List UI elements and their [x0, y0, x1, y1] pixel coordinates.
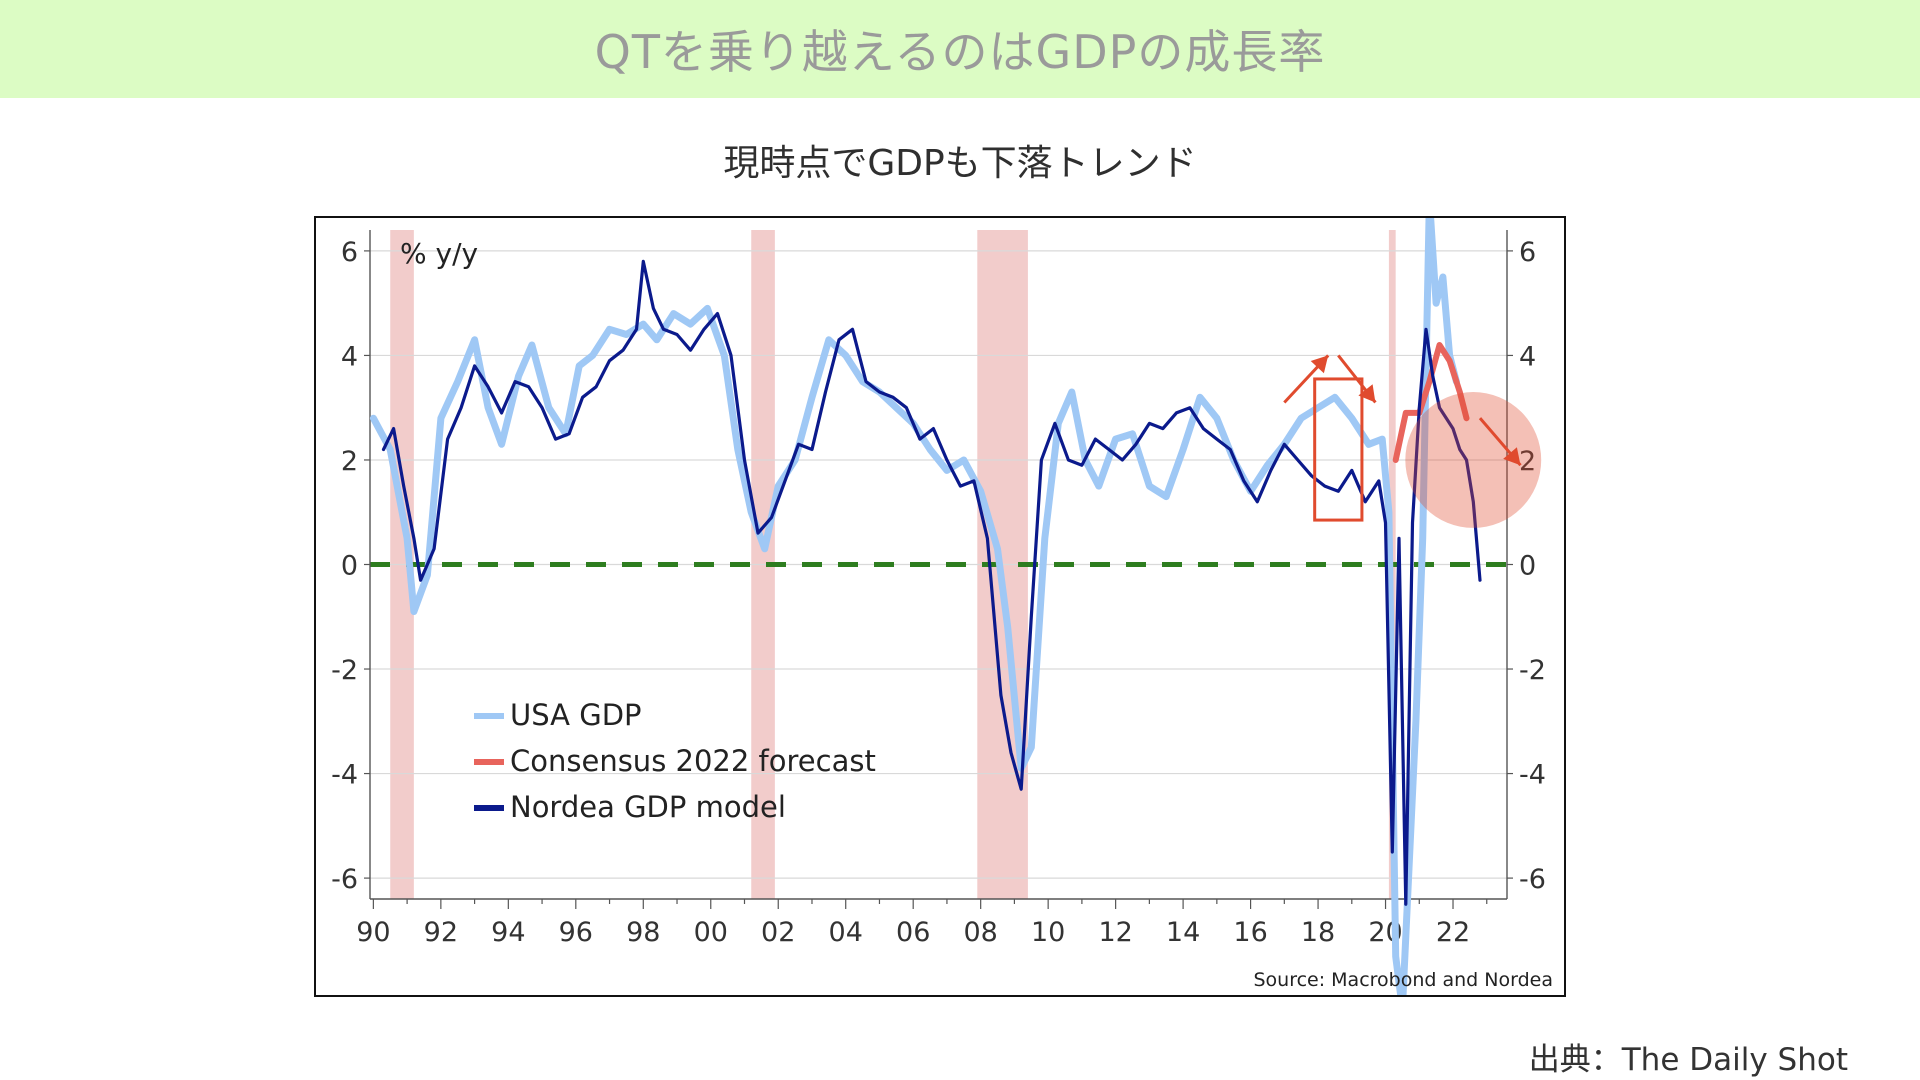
- unit-label: % y/y: [400, 237, 478, 270]
- y-tick-label-left: 6: [341, 237, 358, 268]
- x-tick-label: 96: [559, 917, 593, 948]
- x-tick-label: 14: [1166, 917, 1200, 948]
- x-tick-label: 94: [491, 917, 525, 948]
- y-tick-label-right: 6: [1519, 237, 1536, 268]
- x-tick-label: 98: [626, 917, 660, 948]
- series-line-1: [1392, 342, 1470, 463]
- y-tick-label-left: 0: [341, 551, 358, 582]
- annotation-arrow-head: [1503, 447, 1521, 466]
- y-tick-label-left: 4: [341, 341, 358, 372]
- x-tick-label: 10: [1031, 917, 1065, 948]
- y-tick-label-right: 4: [1519, 341, 1536, 372]
- legend: USA GDP Consensus 2022 forecast Nordea GDP…: [474, 698, 876, 824]
- annotations: [1283, 354, 1542, 528]
- y-tick-label-right: -4: [1519, 760, 1546, 791]
- header-banner: QTを乗り越えるのはGDPの成長率: [0, 0, 1920, 98]
- legend-label-2: Nordea GDP model: [510, 790, 786, 824]
- x-tick-label: 90: [356, 917, 390, 948]
- y-tick-label-left: -4: [331, 760, 358, 791]
- x-tick-label: 02: [761, 917, 795, 948]
- x-tick-label: 92: [424, 917, 458, 948]
- y-tick-label-left: -2: [331, 655, 358, 686]
- y-tick-label-right: 2: [1519, 446, 1536, 477]
- x-tick-label: 22: [1436, 917, 1470, 948]
- x-tick-label: 04: [829, 917, 863, 948]
- annotation-arrow-head: [1310, 355, 1329, 374]
- gdp-chart: -6 -6-4 -4-2 -20 02 24 46 690 92 94 96 98 00 02 04 06 08…: [331, 218, 1553, 995]
- y-tick-label-left: -6: [331, 864, 358, 895]
- y-tick-label-right: -2: [1519, 655, 1546, 686]
- legend-label-0: USA GDP: [510, 698, 642, 732]
- axes: -6 -6-4 -4-2 -20 02 24 46 690 92 94 96 98 00 02 04 06 08…: [331, 230, 1546, 948]
- annotation-arrow-head: [1358, 384, 1376, 403]
- series-line-0: [369, 218, 1460, 995]
- gridlines: [370, 250, 1507, 879]
- x-tick-label: 12: [1098, 917, 1132, 948]
- series-lines: [369, 218, 1482, 995]
- annotation-circle: [1405, 392, 1542, 528]
- page-title: QTを乗り越えるのはGDPの成長率: [594, 25, 1326, 79]
- y-tick-label-right: 0: [1519, 551, 1536, 582]
- x-tick-label: 06: [896, 917, 930, 948]
- x-tick-label: 18: [1301, 917, 1335, 948]
- x-tick-label: 00: [694, 917, 728, 948]
- y-tick-label-left: 2: [341, 446, 358, 477]
- source-credit: 出典：The Daily Shot: [1528, 1042, 1848, 1078]
- annotation-box: [1313, 377, 1364, 522]
- x-tick-label: 16: [1233, 917, 1267, 948]
- y-tick-label-right: -6: [1519, 864, 1546, 895]
- series-line-2: [381, 259, 1482, 906]
- legend-label-1: Consensus 2022 forecast: [510, 744, 876, 778]
- x-tick-label: 08: [963, 917, 997, 948]
- page-subtitle: 現時点でGDPも下落トレンド: [723, 143, 1197, 184]
- chart-frame: -6 -6 -4 -4 -2 -2 0 0 2 2 4 4 6 6 90 92 94 96 98 00 02 04 06 08…: [314, 216, 1566, 997]
- source-label: Source: Macrobond and Nordea: [1253, 969, 1553, 991]
